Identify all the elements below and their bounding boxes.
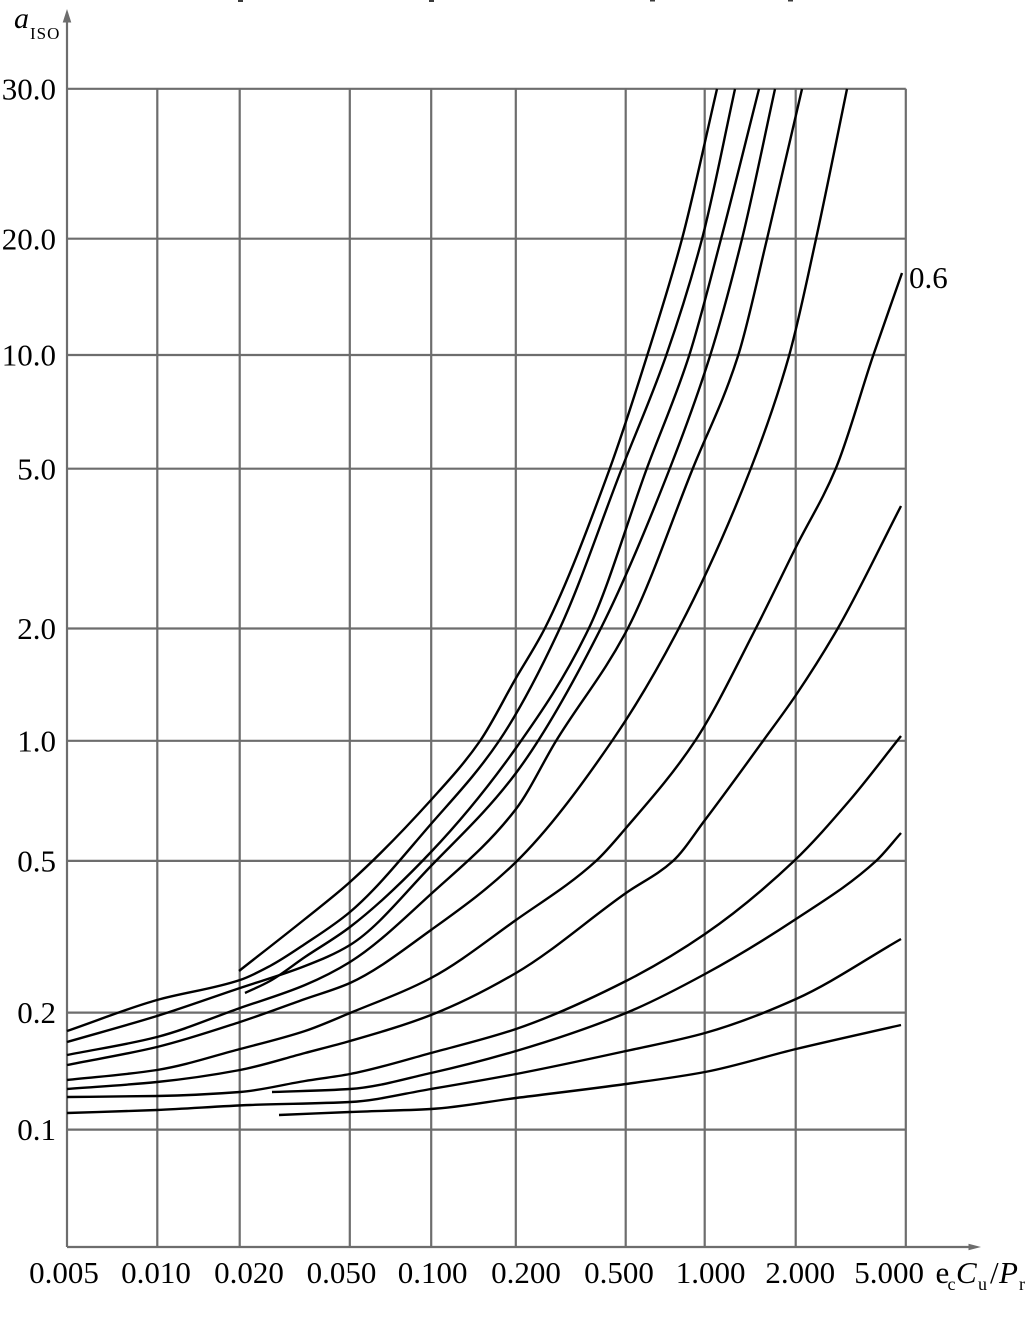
svg-text:0.050: 0.050 [307,1255,377,1290]
svg-text:c: c [948,1274,956,1294]
svg-text:0.6: 0.6 [909,260,948,295]
svg-text:30.0: 30.0 [2,71,56,106]
svg-text:0.1: 0.1 [17,1112,56,1147]
svg-text:0.200: 0.200 [491,1255,561,1290]
svg-text:0.010: 0.010 [121,1255,191,1290]
svg-text:e: e [936,1255,950,1290]
svg-text:0.005: 0.005 [29,1255,99,1290]
svg-text:0.020: 0.020 [214,1255,284,1290]
svg-text:r: r [1019,1274,1025,1294]
svg-text:10.0: 10.0 [2,338,56,373]
svg-text:0.100: 0.100 [398,1255,468,1290]
svg-text:2.0: 2.0 [17,611,56,646]
svg-text:u: u [978,1274,987,1294]
svg-text:/: / [990,1255,999,1290]
svg-text:0.500: 0.500 [584,1255,654,1290]
svg-text:a: a [14,2,29,35]
svg-text:5.000: 5.000 [854,1255,924,1290]
svg-text:0.5: 0.5 [17,844,56,879]
svg-text:0.2: 0.2 [17,995,56,1030]
svg-text:P: P [998,1255,1018,1290]
svg-text:5.0: 5.0 [17,451,56,486]
svg-text:C: C [956,1255,977,1290]
svg-text:20.0: 20.0 [2,221,56,256]
svg-text:ISO: ISO [30,24,60,43]
svg-text:1.0: 1.0 [17,723,56,758]
svg-text:1.000: 1.000 [676,1255,746,1290]
svg-text:2.000: 2.000 [765,1255,835,1290]
